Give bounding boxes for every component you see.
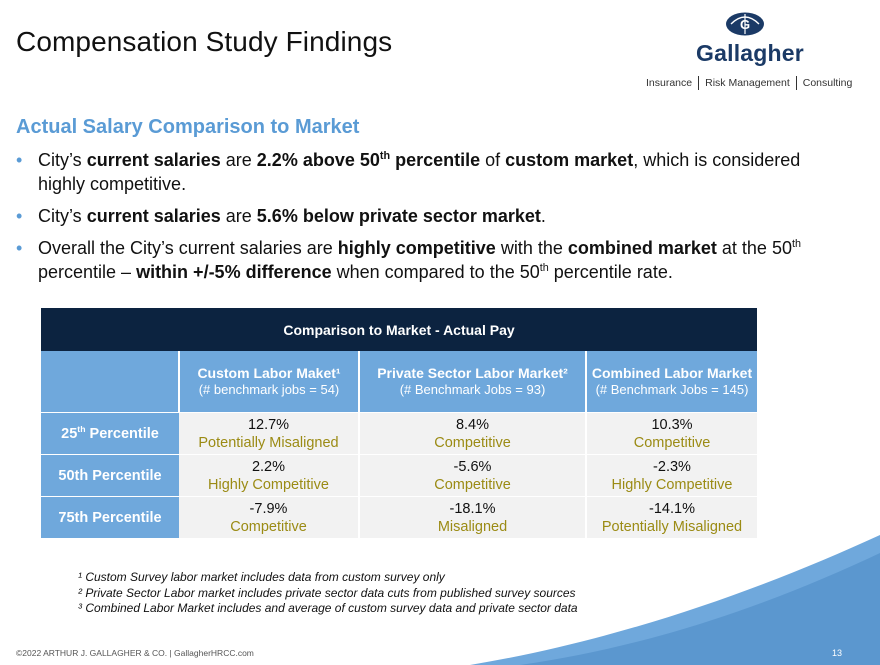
table-cell: -2.3% Highly Competitive [586, 454, 757, 497]
tagline-insurance: Insurance [646, 77, 693, 89]
table-row: 50th Percentile 2.2% Highly Competitive -… [41, 454, 757, 497]
footnote-3: ³ Combined Labor Market includes and ave… [78, 601, 578, 615]
tagline-consulting: Consulting [795, 76, 859, 90]
comparison-table: Comparison to Market - Actual Pay Custom… [41, 308, 757, 538]
gallagher-globe-icon: G [726, 12, 764, 36]
finding-bullet: City’s current salaries are 5.6% below p… [16, 204, 846, 228]
header-custom-labor-market: Custom Labor Maket¹ (# benchmark jobs = … [179, 351, 360, 413]
footer-copyright: ©2022 ARTHUR J. GALLAGHER & CO. | Gallag… [16, 648, 254, 658]
table-cell: 8.4% Competitive [359, 412, 587, 455]
table-cell: 2.2% Highly Competitive [179, 454, 360, 497]
page-title: Compensation Study Findings [16, 26, 393, 57]
table-header-row: Custom Labor Maket¹ (# benchmark jobs = … [41, 351, 757, 413]
table-cell: -14.1% Potentially Misaligned [586, 496, 757, 538]
findings-list: City’s current salaries are 2.2% above 5… [16, 148, 846, 292]
table-cell: -7.9% Competitive [179, 496, 360, 538]
logo-wordmark: Gallagher [696, 40, 804, 66]
table-cell: 10.3% Competitive [586, 412, 757, 455]
logo-tagline: Insurance Risk Management Consulting [646, 76, 858, 90]
row-label-50th-percentile: 50th Percentile [41, 454, 179, 497]
row-label-75th-percentile: 75th Percentile [41, 496, 179, 538]
table-row: 75th Percentile -7.9% Competitive -18.1% M… [41, 496, 757, 538]
table-cell: -18.1% Misaligned [359, 496, 587, 538]
header-combined-labor-market: Combined Labor Market (# Benchmark Jobs … [586, 351, 757, 413]
table-row: 25th Percentile 12.7% Potentially Misalig… [41, 412, 757, 455]
footnote-1: ¹ Custom Survey labor market includes da… [78, 570, 445, 584]
finding-bullet: City’s current salaries are 2.2% above 5… [16, 148, 846, 196]
header-empty [41, 351, 180, 413]
row-label-25th-percentile: 25th Percentile [41, 412, 179, 455]
header-private-sector-labor-market: Private Sector Labor Market² (# Benchmar… [359, 351, 587, 413]
finding-bullet: Overall the City’s current salaries are … [16, 236, 846, 284]
table-cell: 12.7% Potentially Misaligned [179, 412, 360, 455]
svg-text:G: G [740, 17, 750, 32]
gallagher-logo: G Gallagher [690, 12, 810, 72]
tagline-risk-management: Risk Management [698, 76, 796, 90]
page-number: 13 [832, 648, 843, 658]
table-cell: -5.6% Competitive [359, 454, 587, 497]
section-subtitle: Actual Salary Comparison to Market [16, 116, 360, 138]
footnote-2: ² Private Sector Labor market includes p… [78, 585, 576, 600]
table-caption: Comparison to Market - Actual Pay [41, 308, 757, 351]
footnotes: ¹ Custom Survey labor market includes da… [78, 570, 578, 617]
